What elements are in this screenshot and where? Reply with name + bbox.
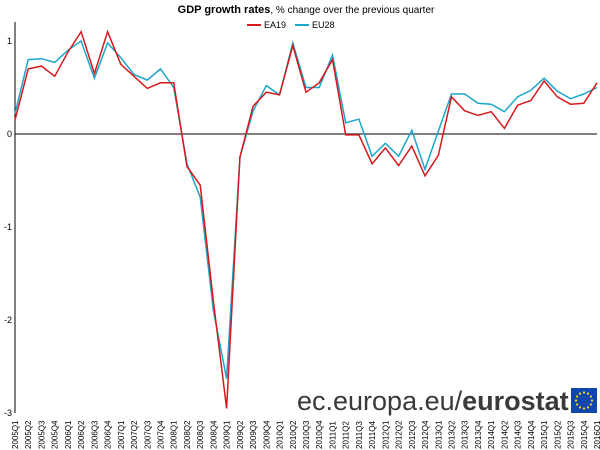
brand-line: ec.europa.eu/eurostat — [297, 386, 569, 416]
x-tick-label: 2012Q1 — [381, 420, 390, 449]
x-tick-label: 2008Q3 — [196, 420, 205, 449]
x-tick-label: 2016Q1 — [593, 420, 600, 449]
eurostat-branding: ec.europa.eu/eurostat — [297, 386, 597, 416]
x-tick-label: 2013Q2 — [448, 420, 457, 449]
x-tick-label: 2009Q4 — [262, 420, 271, 449]
x-tick-label: 2014Q3 — [514, 420, 523, 449]
chart-title: GDP growth rates — [178, 4, 271, 16]
brand-url: ec.europa.eu/ — [297, 386, 463, 416]
x-tick-label: 2006Q3 — [90, 420, 99, 449]
x-tick-label: 2011Q4 — [368, 421, 377, 449]
brand-name: eurostat — [462, 386, 569, 416]
x-tick-label: 2010Q3 — [302, 420, 311, 449]
x-tick-label: 2015Q2 — [553, 420, 562, 449]
y-tick-label: -2 — [4, 315, 12, 325]
legend-label-eu28: EU28 — [312, 20, 335, 30]
x-tick-label: 2005Q3 — [37, 420, 46, 449]
x-tick-label: 2010Q1 — [276, 420, 285, 449]
x-tick-label: 2014Q1 — [487, 420, 496, 449]
x-tick-label: 2010Q2 — [289, 420, 298, 449]
x-tick-label: 2008Q1 — [170, 420, 179, 449]
flag-star — [576, 395, 579, 398]
flag-star — [576, 403, 579, 406]
flag-star — [582, 391, 586, 394]
flag-star — [586, 392, 590, 395]
flag-star — [589, 395, 593, 398]
flag-star — [586, 406, 590, 409]
chart-subtitle: , % change over the previous quarter — [270, 5, 435, 16]
x-tick-label: 2009Q1 — [223, 420, 232, 449]
x-tick-label: 2012Q3 — [408, 420, 417, 449]
x-tick-label: 2014Q2 — [500, 420, 509, 449]
y-tick-label: -3 — [4, 408, 12, 418]
chart-title-group: GDP growth rates, % change over the prev… — [178, 4, 435, 16]
x-tick-label: 2007Q1 — [117, 420, 126, 449]
x-tick-label: 2012Q4 — [421, 420, 430, 449]
x-tick-label: 2006Q4 — [104, 420, 113, 449]
y-tick-label: 1 — [7, 36, 12, 46]
x-tick-label: 2007Q4 — [157, 420, 166, 449]
flag-star — [578, 406, 582, 409]
flag-star — [578, 392, 582, 395]
x-tick-label: 2006Q2 — [77, 420, 86, 449]
x-tick-label: 2008Q4 — [209, 420, 218, 449]
flag-star — [574, 399, 578, 402]
x-tick-label: 2012Q2 — [395, 420, 404, 449]
x-tick-label: 2007Q2 — [130, 420, 139, 449]
series-line-ea19 — [14, 29, 598, 409]
legend: EA19 EU28 — [247, 20, 335, 30]
y-tick-label: 0 — [7, 129, 12, 139]
flag-star — [589, 403, 593, 406]
y-tick-labels: 1 0 -1 -2 -3 — [4, 36, 12, 418]
x-tick-label: 2014Q4 — [527, 420, 536, 449]
x-tick-labels: 2005Q1 2005Q2 2005Q3 2005Q4 2006Q1 2006Q2 2006… — [11, 420, 600, 449]
x-tick-label: 2009Q2 — [236, 420, 245, 449]
x-tick-label: 2013Q4 — [474, 420, 483, 449]
x-tick-label: 2005Q4 — [51, 420, 60, 449]
x-tick-label: 2007Q3 — [143, 420, 152, 449]
x-tick-label: 2015Q1 — [540, 420, 549, 449]
x-tick-label: 2009Q3 — [249, 420, 258, 449]
x-tick-label: 2008Q2 — [183, 420, 192, 449]
series-line-eu28 — [14, 39, 598, 379]
y-tick-label: -1 — [4, 222, 12, 232]
x-tick-label: 2011Q3 — [355, 421, 364, 449]
x-tick-label: 2005Q1 — [11, 420, 20, 449]
x-tick-label: 2006Q1 — [64, 420, 73, 449]
x-tick-label: 2013Q3 — [461, 420, 470, 449]
legend-label-ea19: EA19 — [264, 20, 286, 30]
eu-flag-icon — [571, 388, 597, 413]
x-tick-label: 2005Q2 — [24, 420, 33, 449]
x-tick-label: 2013Q1 — [434, 420, 443, 449]
x-tick-label: 2015Q3 — [567, 420, 576, 449]
x-tick-label: 2011Q1 — [328, 421, 337, 449]
flag-star — [582, 407, 586, 410]
x-tick-label: 2011Q2 — [342, 421, 351, 449]
x-tick-label: 2010Q4 — [315, 420, 324, 449]
x-tick-label: 2015Q4 — [580, 420, 589, 449]
flag-star — [590, 399, 594, 402]
